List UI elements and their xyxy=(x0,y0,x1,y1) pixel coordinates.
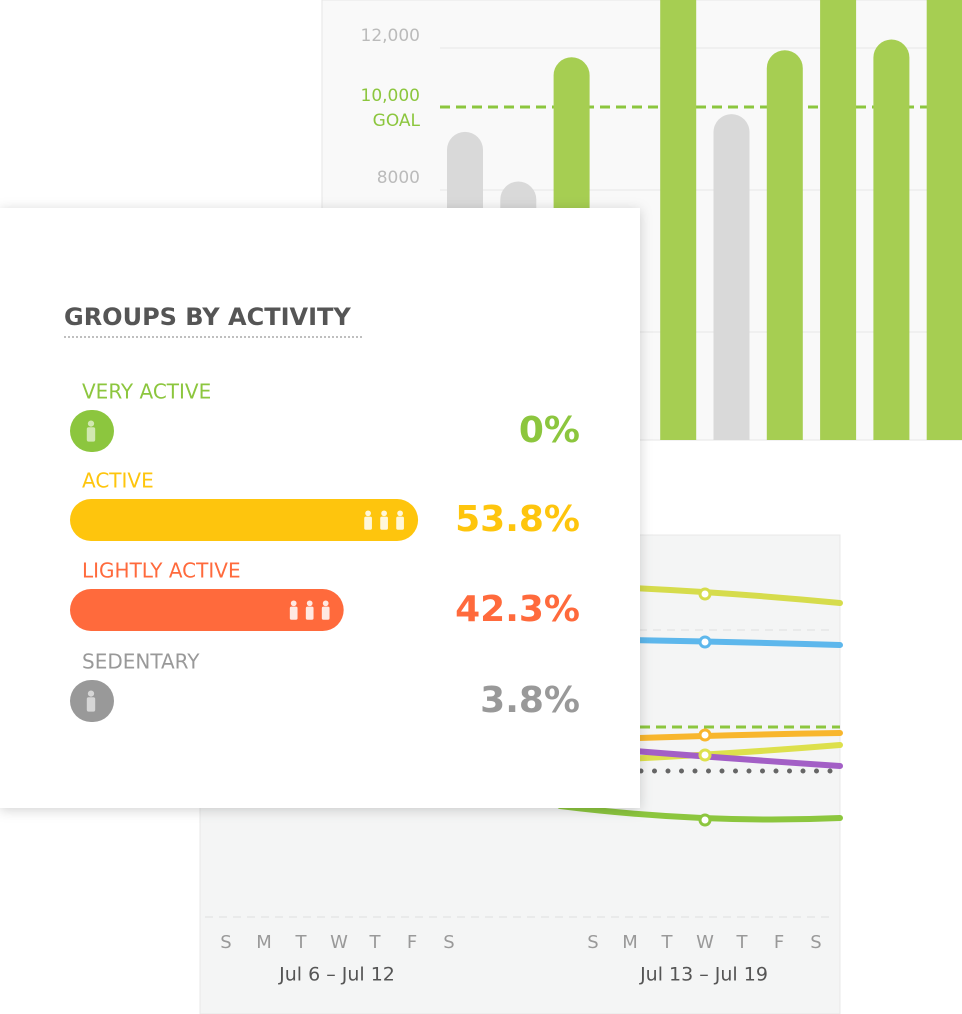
day-label: T xyxy=(661,932,674,953)
day-label: S xyxy=(443,932,454,953)
y-tick-label: 12,000 xyxy=(361,26,420,46)
person-icon xyxy=(321,606,330,620)
groups-card: GROUPS BY ACTIVITY VERY ACTIVE 0% ACTIVE 53… xyxy=(0,208,640,808)
day-label: T xyxy=(736,932,749,953)
person-icon xyxy=(364,516,372,530)
person-icon xyxy=(306,600,313,607)
point xyxy=(698,748,712,762)
person-icon xyxy=(86,427,96,442)
point xyxy=(698,635,712,649)
bar xyxy=(713,114,750,440)
bar xyxy=(766,50,803,440)
day-label: T xyxy=(295,932,308,953)
group-bar xyxy=(70,589,344,631)
y-tick-label: 8000 xyxy=(377,168,420,188)
person-icon xyxy=(381,510,387,517)
person-icon xyxy=(322,600,329,607)
week-label: Jul 13 – Jul 19 xyxy=(639,964,768,986)
bar xyxy=(820,0,857,440)
group-percent: 3.8% xyxy=(480,680,580,721)
day-label: S xyxy=(220,932,231,953)
day-label: W xyxy=(330,932,348,953)
day-label: F xyxy=(774,932,784,953)
group-percent: 53.8% xyxy=(455,499,580,540)
person-icon xyxy=(290,600,297,607)
point xyxy=(698,728,712,742)
day-label: M xyxy=(622,932,638,953)
day-label: W xyxy=(696,932,714,953)
person-icon xyxy=(305,606,314,620)
card-title: GROUPS BY ACTIVITY xyxy=(64,303,351,331)
person-icon xyxy=(87,690,95,697)
group-name: SEDENTARY xyxy=(82,650,200,674)
day-label: T xyxy=(369,932,382,953)
group-bar xyxy=(70,499,419,541)
goal-label: GOAL xyxy=(373,111,421,131)
day-label: S xyxy=(587,932,598,953)
person-icon xyxy=(396,516,404,530)
person-icon xyxy=(397,510,403,517)
point xyxy=(698,813,712,827)
week-label: Jul 6 – Jul 12 xyxy=(278,964,395,986)
group-name: LIGHTLY ACTIVE xyxy=(82,559,241,583)
group-name: VERY ACTIVE xyxy=(82,380,211,404)
person-icon xyxy=(380,516,388,530)
person-icon xyxy=(87,420,95,427)
day-label: F xyxy=(407,932,417,953)
person-icon xyxy=(289,606,298,620)
day-label: S xyxy=(810,932,821,953)
group-percent: 0% xyxy=(519,410,580,451)
group-percent: 42.3% xyxy=(455,589,580,630)
bar xyxy=(926,0,962,440)
bar xyxy=(873,39,910,440)
group-name: ACTIVE xyxy=(82,469,154,493)
goal-value-label: 10,000 xyxy=(361,86,420,106)
point xyxy=(698,587,712,601)
bar xyxy=(660,0,697,440)
person-icon xyxy=(86,697,96,712)
day-label: M xyxy=(256,932,272,953)
person-icon xyxy=(365,510,371,517)
